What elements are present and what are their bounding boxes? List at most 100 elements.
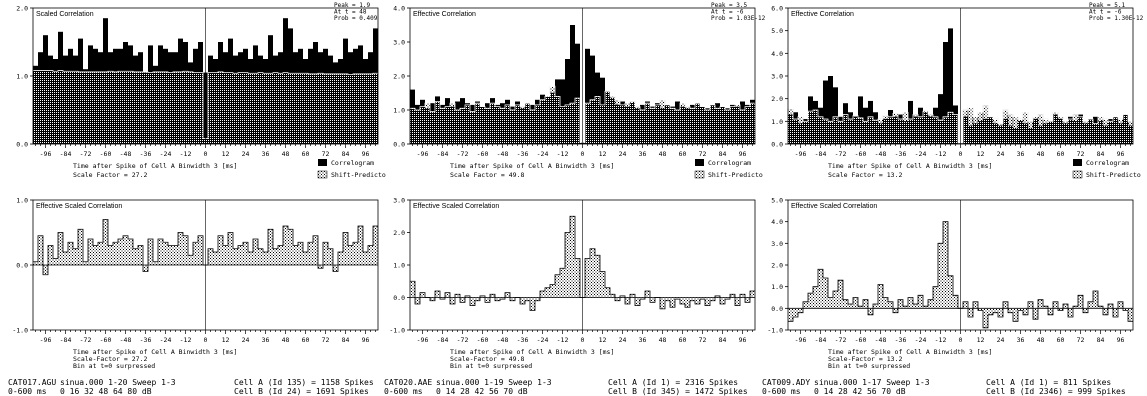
shift-predictor-bar — [630, 103, 635, 144]
scaled-correlation-bar — [625, 297, 630, 304]
scaled-correlation-bar — [445, 292, 450, 298]
x-tick-label: -24 — [915, 150, 927, 158]
shift-predictor-bar — [1038, 125, 1043, 144]
shift-predictor-bar — [1012, 116, 1019, 129]
scaled-correlation-bar — [1018, 308, 1023, 311]
x-axis-label: Time after Spike of Cell A Binwidth 3 [m… — [450, 162, 614, 170]
shift-predictor-bar — [858, 117, 863, 144]
shift-predictor-bar — [123, 71, 128, 144]
scaled-correlation-bar — [928, 299, 933, 309]
x-tick-label: -36 — [140, 150, 152, 158]
scaled-correlation-bar — [228, 232, 233, 265]
correlogram-bar — [948, 28, 953, 144]
x-tick-label: 24 — [997, 150, 1005, 158]
shift-predictor-bar — [873, 120, 878, 144]
x-tick-label: 0 — [959, 150, 963, 158]
shift-predictor-bar — [373, 73, 378, 144]
y-tick-label: 5.0 — [771, 197, 783, 205]
y-tick-label: 0.0 — [16, 262, 28, 270]
shift-predictor-bar — [977, 112, 984, 122]
shift-predictor-bar — [273, 72, 278, 144]
x-tick-label: 72 — [699, 336, 707, 344]
shift-predictor-bar — [908, 119, 913, 144]
plot-title: Effective Correlation — [413, 11, 476, 18]
shift-predictor-bar — [690, 108, 695, 144]
shift-predictor-bar — [550, 93, 555, 144]
shift-predictor-bar — [33, 70, 38, 144]
scaled-correlation-bar — [993, 308, 998, 313]
scaled-correlation-bar — [585, 258, 590, 298]
shift-predictor-bar — [902, 112, 909, 122]
shift-predictor-bar — [328, 73, 333, 144]
scaled-correlation-bar — [1048, 308, 1053, 315]
shift-predictor-bar — [853, 116, 858, 144]
shift-predictor-bar — [283, 72, 288, 144]
scale-factor-note: Scale-Factor = 49.8 — [450, 355, 524, 363]
scaled-correlation-bar — [88, 239, 93, 265]
shift-predictor-bar — [675, 110, 680, 144]
shift-predictor-bar — [659, 99, 666, 109]
scaled-correlation-bar — [108, 245, 113, 265]
shift-predictor-bar — [430, 111, 435, 144]
y-tick-label: 2.0 — [771, 95, 783, 103]
shift-predictor-bar — [614, 99, 621, 106]
shift-predictor-bar — [560, 106, 565, 144]
shift-predictor-bar — [730, 106, 735, 144]
shift-predictor-bar — [78, 71, 83, 144]
shift-predictor-bar — [535, 104, 540, 144]
scaled-correlation-bar — [283, 226, 288, 265]
shift-predictor-bar — [490, 103, 495, 144]
shift-predictor-bar — [1113, 116, 1118, 144]
x-tick-label: -84 — [437, 336, 449, 344]
shift-predictor-bar — [992, 118, 999, 124]
x-tick-label: -96 — [40, 336, 52, 344]
x-tick-label: -60 — [855, 336, 867, 344]
x-tick-label: -36 — [895, 336, 907, 344]
scaled-correlation-bar — [948, 275, 953, 309]
shift-predictor-bar — [625, 106, 630, 144]
y-tick-label: 1.0 — [771, 283, 783, 291]
x-tick-label: 48 — [1037, 150, 1045, 158]
scaled-correlation-bar — [833, 291, 838, 309]
shift-predictor-bar — [485, 108, 490, 144]
shift-predictor-bar — [460, 108, 465, 144]
scaled-correlation-bar — [918, 295, 923, 309]
shift-predictor-bar — [333, 73, 338, 144]
shift-predictor-bar — [1068, 119, 1073, 144]
shift-predictor-bar — [435, 101, 440, 144]
plot-title: Scaled Correlation — [36, 11, 94, 18]
scaled-correlation-bar — [545, 287, 550, 298]
x-tick-label: -48 — [497, 336, 509, 344]
scaled-correlation-bar — [690, 297, 695, 301]
shift-predictor-bar — [465, 104, 470, 144]
shift-predictor-bar — [1013, 128, 1018, 144]
x-tick-label: 12 — [977, 150, 985, 158]
scaled-correlation-bar — [363, 252, 368, 265]
x-tick-label: 12 — [222, 150, 230, 158]
x-axis-label: Time after Spike of Cell A Binwidth 3 [m… — [828, 162, 992, 170]
shift-predictor-bar — [555, 96, 560, 144]
shift-predictor-bar — [410, 108, 415, 144]
shift-predictor-bar — [1043, 123, 1048, 144]
shift-predictor-bar — [298, 73, 303, 144]
scaled-correlation-bar — [520, 297, 525, 304]
scaled-correlation-bar — [1128, 308, 1133, 322]
scaled-correlation-bar — [600, 271, 605, 298]
shift-predictor-bar — [168, 72, 173, 144]
shift-predictor-bar — [1002, 109, 1009, 120]
shift-predictor-bar — [549, 85, 556, 94]
y-tick-label: 1.0 — [393, 262, 405, 270]
shift-predictor-bar — [570, 103, 575, 144]
shift-predictor-bar — [243, 72, 248, 144]
scaled-correlation-bar — [1033, 308, 1038, 320]
shift-predictor-bar — [898, 119, 903, 144]
scaled-correlation-panel: -1.0 0.0 1.0 -96 -84 -72 -60 -48 -36 -24 -12 0 12 24 3… — [12, 197, 379, 370]
y-tick-label: 2.0 — [393, 73, 405, 81]
scaled-correlation-bar — [313, 235, 318, 265]
x-tick-label: 12 — [977, 336, 985, 344]
scale-factor-note: Bin at t=0 surpressed — [828, 362, 910, 370]
scaled-correlation-bar — [640, 297, 645, 300]
scaled-correlation-bar — [78, 229, 83, 265]
scaled-correlation-bar — [565, 232, 570, 298]
shift-predictor-bar — [978, 121, 983, 144]
